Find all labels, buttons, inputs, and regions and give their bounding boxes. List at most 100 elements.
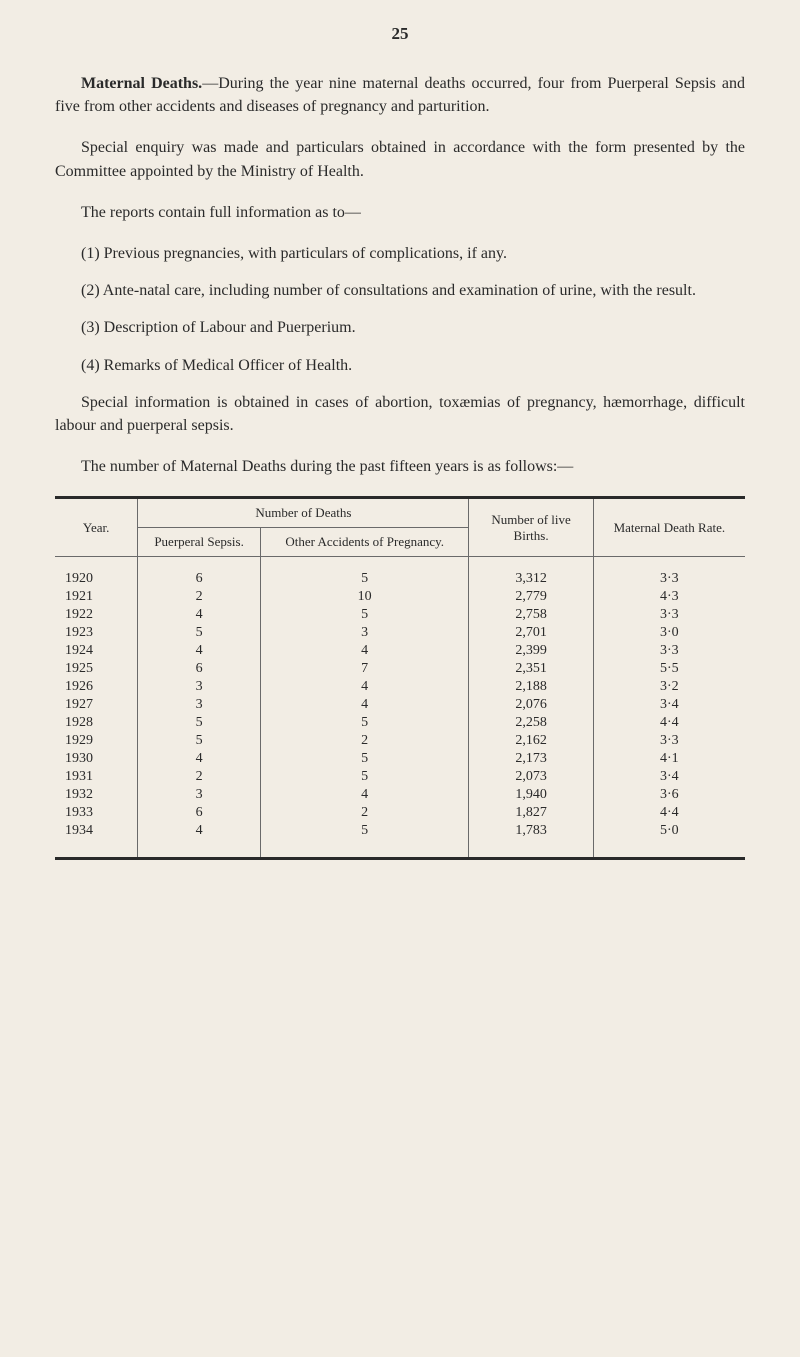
cell-year: 1920 <box>55 557 138 589</box>
cell-births: 1,940 <box>469 786 593 804</box>
cell-year: 1921 <box>55 588 138 606</box>
cell-sepsis: 4 <box>138 750 261 768</box>
table-header-deaths-group: Number of Deaths <box>138 498 469 528</box>
cell-births: 2,258 <box>469 714 593 732</box>
cell-accidents: 5 <box>260 606 469 624</box>
cell-year: 1932 <box>55 786 138 804</box>
cell-rate: 3·3 <box>593 732 745 750</box>
paragraph-1: Maternal Deaths.—During the year nine ma… <box>55 72 745 118</box>
cell-sepsis: 5 <box>138 732 261 750</box>
paragraph-1-heading: Maternal Deaths. <box>81 75 202 92</box>
table-row: 1932341,9403·6 <box>55 786 745 804</box>
table-row: 1927342,0763·4 <box>55 696 745 714</box>
page-number: 25 <box>55 24 745 44</box>
cell-accidents: 5 <box>260 822 469 859</box>
table-row: 19212102,7794·3 <box>55 588 745 606</box>
cell-rate: 3·4 <box>593 768 745 786</box>
cell-rate: 4·4 <box>593 804 745 822</box>
cell-births: 2,162 <box>469 732 593 750</box>
table-row: 1924442,3993·3 <box>55 642 745 660</box>
cell-accidents: 2 <box>260 804 469 822</box>
table-row: 1931252,0733·4 <box>55 768 745 786</box>
cell-year: 1928 <box>55 714 138 732</box>
cell-births: 2,076 <box>469 696 593 714</box>
table-row: 1920653,3123·3 <box>55 557 745 589</box>
cell-accidents: 4 <box>260 678 469 696</box>
cell-rate: 3·3 <box>593 557 745 589</box>
cell-sepsis: 2 <box>138 768 261 786</box>
cell-births: 2,073 <box>469 768 593 786</box>
table-header-births: Number of live Births. <box>469 498 593 557</box>
table-header-rate: Maternal Death Rate. <box>593 498 745 557</box>
cell-sepsis: 5 <box>138 624 261 642</box>
cell-rate: 5·0 <box>593 822 745 859</box>
table-row: 1928552,2584·4 <box>55 714 745 732</box>
cell-sepsis: 6 <box>138 804 261 822</box>
cell-accidents: 5 <box>260 768 469 786</box>
cell-accidents: 4 <box>260 696 469 714</box>
cell-rate: 4·4 <box>593 714 745 732</box>
cell-sepsis: 3 <box>138 696 261 714</box>
cell-sepsis: 3 <box>138 678 261 696</box>
cell-rate: 3·2 <box>593 678 745 696</box>
list-item-2: (2) Ante-natal care, including number of… <box>55 279 745 302</box>
cell-sepsis: 5 <box>138 714 261 732</box>
cell-year: 1933 <box>55 804 138 822</box>
cell-births: 2,399 <box>469 642 593 660</box>
table-row: 1923532,7013·0 <box>55 624 745 642</box>
cell-year: 1926 <box>55 678 138 696</box>
cell-accidents: 7 <box>260 660 469 678</box>
cell-births: 3,312 <box>469 557 593 589</box>
cell-sepsis: 6 <box>138 660 261 678</box>
cell-rate: 5·5 <box>593 660 745 678</box>
table-row: 1929522,1623·3 <box>55 732 745 750</box>
cell-year: 1929 <box>55 732 138 750</box>
table-header-accidents: Other Accidents of Pregnancy. <box>260 528 469 557</box>
cell-accidents: 4 <box>260 786 469 804</box>
table-header-puerperal: Puerperal Sepsis. <box>138 528 261 557</box>
cell-rate: 4·3 <box>593 588 745 606</box>
cell-year: 1931 <box>55 768 138 786</box>
cell-sepsis: 3 <box>138 786 261 804</box>
cell-accidents: 5 <box>260 750 469 768</box>
cell-sepsis: 6 <box>138 557 261 589</box>
cell-year: 1923 <box>55 624 138 642</box>
cell-sepsis: 4 <box>138 822 261 859</box>
paragraph-5: The number of Maternal Deaths during the… <box>55 455 745 478</box>
cell-year: 1934 <box>55 822 138 859</box>
table-row: 1933621,8274·4 <box>55 804 745 822</box>
table-row: 1922452,7583·3 <box>55 606 745 624</box>
cell-accidents: 10 <box>260 588 469 606</box>
cell-births: 2,701 <box>469 624 593 642</box>
table-header-year: Year. <box>55 498 138 557</box>
cell-rate: 3·3 <box>593 606 745 624</box>
cell-births: 2,758 <box>469 606 593 624</box>
cell-year: 1930 <box>55 750 138 768</box>
cell-accidents: 5 <box>260 714 469 732</box>
list-item-4: (4) Remarks of Medical Officer of Health… <box>55 354 745 377</box>
cell-births: 1,783 <box>469 822 593 859</box>
cell-accidents: 5 <box>260 557 469 589</box>
cell-accidents: 2 <box>260 732 469 750</box>
table-row: 1930452,1734·1 <box>55 750 745 768</box>
table-row: 1926342,1883·2 <box>55 678 745 696</box>
cell-year: 1924 <box>55 642 138 660</box>
list-item-1: (1) Previous pregnancies, with particula… <box>55 242 745 265</box>
cell-rate: 3·4 <box>593 696 745 714</box>
cell-births: 1,827 <box>469 804 593 822</box>
cell-accidents: 3 <box>260 624 469 642</box>
cell-births: 2,188 <box>469 678 593 696</box>
cell-year: 1922 <box>55 606 138 624</box>
cell-sepsis: 2 <box>138 588 261 606</box>
cell-births: 2,173 <box>469 750 593 768</box>
paragraph-3: The reports contain full information as … <box>55 201 745 224</box>
maternal-deaths-table: Year. Number of Deaths Number of live Bi… <box>55 496 745 860</box>
cell-births: 2,351 <box>469 660 593 678</box>
table-row: 1934451,7835·0 <box>55 822 745 859</box>
cell-rate: 3·6 <box>593 786 745 804</box>
paragraph-2: Special enquiry was made and particulars… <box>55 136 745 182</box>
table-row: 1925672,3515·5 <box>55 660 745 678</box>
paragraph-4: Special information is obtained in cases… <box>55 391 745 437</box>
list-item-3: (3) Description of Labour and Puerperium… <box>55 316 745 339</box>
cell-births: 2,779 <box>469 588 593 606</box>
